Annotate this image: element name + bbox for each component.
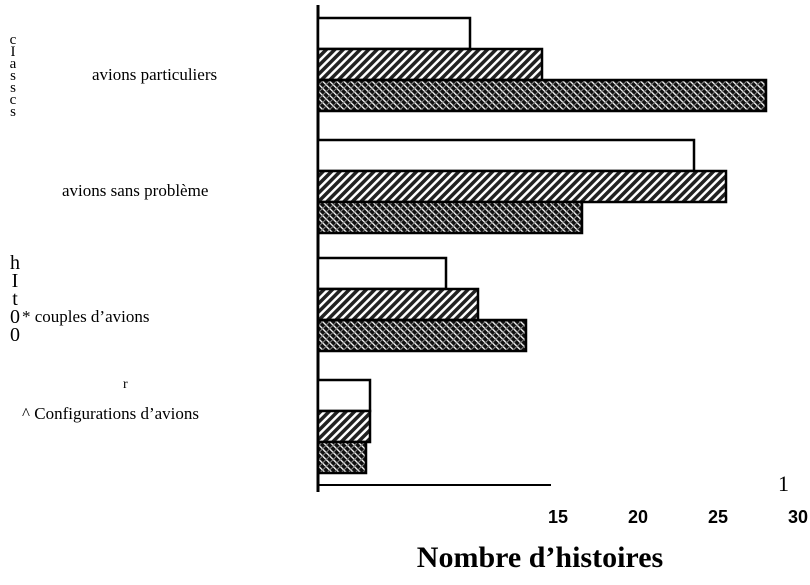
- category-label: * couples d’avions: [22, 307, 149, 326]
- annotation: 1: [778, 471, 789, 496]
- category-label: avions sans problème: [62, 181, 208, 200]
- bar: [316, 16, 472, 51]
- bar: [316, 409, 372, 444]
- bar: [316, 256, 448, 291]
- bar: [316, 378, 372, 413]
- side-text: cIasscs: [5, 32, 21, 116]
- x-tick-label: 25: [708, 507, 728, 527]
- bar: [316, 440, 368, 475]
- bar: [316, 138, 696, 173]
- x-tick-label: 30: [788, 507, 808, 527]
- x-tick-label: 20: [628, 507, 648, 527]
- bar: [316, 169, 728, 204]
- bar: [316, 78, 768, 113]
- bar: [316, 47, 544, 82]
- x-axis-title: Nombre d’histoires: [417, 541, 663, 574]
- annotation: r: [123, 377, 128, 392]
- side-text: hIt00: [4, 252, 26, 342]
- bar: [316, 200, 584, 235]
- bar: [316, 318, 528, 353]
- category-label: ^ Configurations d’avions: [22, 404, 199, 423]
- bar: [316, 287, 480, 322]
- x-tick-label: 15: [548, 507, 568, 527]
- category-label: avions particuliers: [92, 65, 217, 84]
